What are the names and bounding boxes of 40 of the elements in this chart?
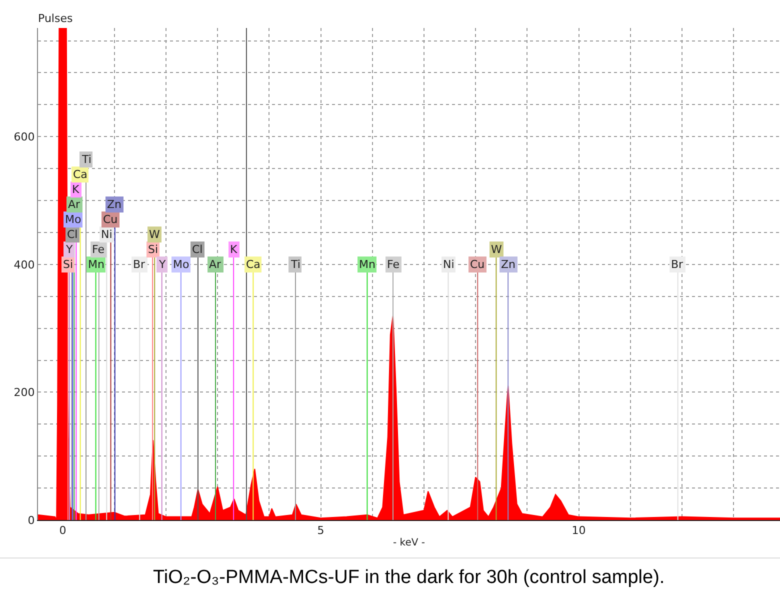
y-axis-title: Pulses: [38, 12, 73, 25]
ref-line-label: Zn: [501, 258, 516, 271]
ref-line-label: Ti: [81, 153, 92, 166]
ref-line-label: W: [491, 243, 502, 256]
ref-line-label: Fe: [92, 243, 105, 256]
ref-line-label: Zn: [107, 198, 122, 211]
ref-line-label: Ar: [209, 258, 222, 271]
ref-line-label: Ca: [73, 168, 88, 181]
ref-line-label: Cl: [192, 243, 203, 256]
ref-line-label: K: [72, 183, 80, 196]
ref-line-label: Fe: [387, 258, 400, 271]
y-tick-label: 200: [14, 386, 35, 400]
ref-line-label: Mo: [173, 258, 190, 271]
ref-line-label: Cl: [67, 228, 78, 241]
ref-line-label: Cu: [103, 213, 118, 226]
ref-line-label: Mn: [88, 258, 104, 271]
ref-line-label: Ni: [443, 258, 454, 271]
ref-line-label: Y: [65, 243, 73, 256]
ref-line-label: Ni: [101, 228, 112, 241]
ref-line-label: W: [149, 228, 160, 241]
ref-line-label: Ca: [246, 258, 260, 271]
x-tick-label: 5: [317, 524, 324, 538]
ref-line-label: Br: [671, 258, 684, 271]
y-tick-label: 0: [28, 514, 35, 527]
ref-line-label: K: [230, 243, 238, 256]
text: TiO₂-O₃-PMMA-MCs-UF in the dark for 30h (control sample).: [153, 567, 665, 588]
ref-line-label: Ar: [68, 198, 81, 211]
ref-line-label: Si: [148, 243, 158, 256]
ref-line-label: Mn: [359, 258, 376, 271]
y-tick-label: 400: [14, 258, 35, 272]
ref-line-label: Br: [133, 258, 146, 271]
x-axis-title: - keV -: [392, 538, 426, 549]
ref-line-label: Mo: [65, 213, 82, 226]
x-tick-label: 0: [59, 524, 66, 538]
ref-line-label: Si: [63, 258, 74, 271]
ref-line-label: Ti: [290, 258, 300, 271]
y-tick-label: 600: [14, 130, 35, 144]
x-tick-label: 10: [572, 524, 586, 538]
ref-line-label: Y: [158, 258, 166, 271]
ref-line-label: Cu: [470, 258, 485, 271]
